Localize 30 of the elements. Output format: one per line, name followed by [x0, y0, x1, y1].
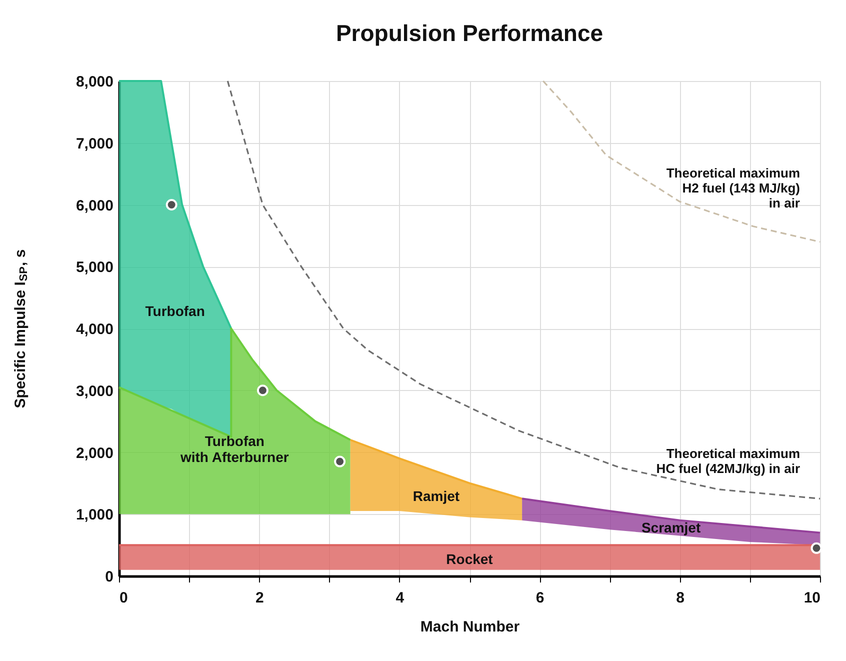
y-tick-label: 5,000 — [76, 259, 114, 276]
series-label: Ramjet — [412, 488, 460, 504]
y-axis-title: Specific Impulse ISP, s — [12, 249, 30, 408]
point — [166, 199, 178, 210]
y-tick-label: 8,000 — [76, 74, 114, 90]
x-tick-label: 4 — [396, 590, 405, 606]
series-label: Rocket — [446, 550, 494, 567]
series-label: Turbofan with Afterburner — [179, 432, 290, 465]
x-tick-label: 0 — [120, 590, 128, 606]
series-label: Scramjet — [641, 520, 701, 536]
series-label: Turbofan — [145, 303, 205, 319]
point — [810, 542, 822, 554]
y-tick-label: 1,000 — [76, 506, 114, 524]
x-tick-label: 6 — [536, 590, 544, 606]
y-tick-label: 3,000 — [76, 382, 114, 400]
line-series — [542, 80, 821, 243]
y-tick-label: 4,000 — [76, 321, 114, 338]
y-tick-label: 7,000 — [76, 135, 114, 152]
y-tick-label: 0 — [105, 568, 114, 586]
series-label: Theoretical maximum H2 fuel (143 MJ/kg) in air — [666, 166, 800, 211]
x-tick-label: 10 — [804, 590, 820, 606]
x-axis-title: Mach Number — [420, 618, 520, 636]
series-label: Theoretical maximum HC fuel (42MJ/kg) in air — [656, 446, 800, 476]
y-tick-label: 2,000 — [76, 444, 114, 462]
x-tick-label: 2 — [256, 590, 264, 606]
x-tick-label: 8 — [676, 590, 684, 606]
point — [256, 384, 268, 396]
y-tick-label: 6,000 — [76, 197, 114, 214]
chart-title: Propulsion Performance — [336, 20, 604, 46]
point — [334, 456, 346, 468]
